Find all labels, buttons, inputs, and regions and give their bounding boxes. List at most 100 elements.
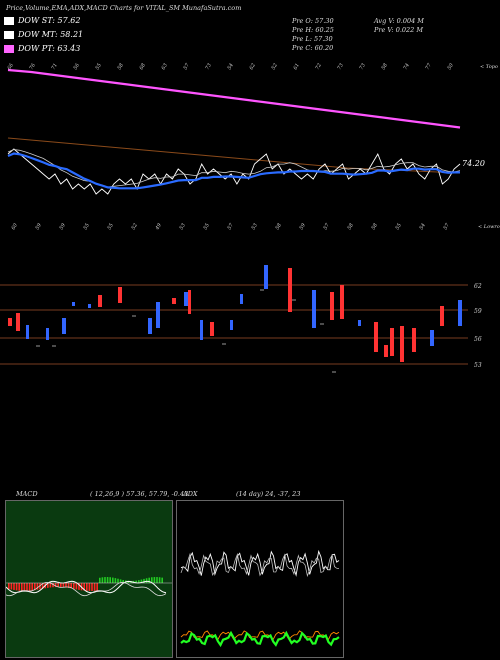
macd-histogram-bar: [109, 577, 111, 583]
top-tick-label: 61: [293, 62, 301, 71]
macd-histogram-bar: [31, 583, 33, 591]
macd-histogram-bar: [93, 583, 96, 591]
macd-histogram-bar: [161, 577, 163, 583]
ema-long-line: [7, 137, 461, 174]
macd-histogram-bar: [36, 583, 39, 590]
bottom-tick-label: 59: [35, 222, 44, 231]
adx-params: (14 day) 24, -37, 23: [236, 490, 301, 498]
macd-histogram-bar: [60, 583, 62, 588]
macd-histogram-bar: [101, 577, 104, 583]
macd-histogram-bar: [49, 583, 52, 588]
volume-bar: [88, 304, 91, 308]
legend-dow-mt: DOW MT: 58.21: [4, 30, 83, 39]
macd-histogram-bar: [18, 583, 20, 591]
top-tick-label: 76: [29, 62, 38, 71]
volume-bar: [400, 326, 404, 362]
legend-dow-pt: DOW PT: 63.43: [4, 44, 80, 53]
minus-di-line: [180, 630, 340, 641]
macd-histogram-bar: [135, 580, 137, 583]
ema-blue-line: [7, 152, 460, 190]
ohlc-close: Pre C: 60.20: [292, 44, 334, 52]
bottom-tick-label: 55: [395, 222, 403, 231]
bottom-tick-label: 58: [371, 222, 379, 231]
bottom-tick-label: 55: [203, 222, 211, 231]
macd-histogram-bar: [21, 583, 23, 591]
macd-histogram-bar: [117, 578, 119, 583]
volume-level-label: 62: [474, 283, 482, 290]
macd-histogram-bar: [106, 577, 109, 583]
volume-bar: [288, 268, 292, 312]
volume-level-label: 59: [474, 308, 482, 315]
bottom-tick-label: 54: [419, 222, 427, 231]
macd-histogram-bar: [153, 577, 156, 583]
volume-bar: [384, 345, 388, 357]
macd-histogram-bar: [13, 583, 15, 590]
volume-bar: [26, 325, 29, 339]
volume-pre: Pre V: 0.022 M: [374, 26, 424, 34]
top-tick-labels: 66 76 71 56 55 58 68 63 57 73 54 62 52 61 72 73 73 58 74 77…: [7, 62, 456, 71]
top-tick-label: 63: [161, 62, 169, 71]
macd-histogram-bar: [57, 583, 59, 588]
bottom-tick-label: 57: [443, 222, 452, 231]
volume-bar: [184, 292, 188, 306]
macd-label: MACD: [16, 490, 38, 498]
top-tick-label: 72: [315, 62, 323, 71]
macd-histogram-bar: [88, 583, 91, 591]
ohlc-low: Pre L: 57.30: [292, 35, 333, 43]
bottom-tick-label: 53: [179, 222, 187, 231]
volume-bar: [374, 322, 378, 352]
plus-di-line: [180, 630, 340, 648]
volume-level-label: 56: [474, 336, 482, 343]
bottom-tick-label: 49: [154, 222, 163, 232]
macd-histogram-bar: [73, 583, 75, 589]
top-tick-label: 68: [139, 62, 147, 71]
top-tick-label: 50: [447, 62, 456, 71]
macd-histogram-bar: [70, 583, 72, 589]
macd-histogram-bar: [156, 577, 158, 583]
volume-bar: [412, 328, 416, 352]
volume-bar: [358, 320, 361, 326]
legend-dow-st: DOW ST: 57.62: [4, 16, 80, 25]
macd-histogram-bar: [47, 583, 49, 588]
volume-bar: [98, 295, 102, 307]
macd-histogram-bar: [158, 577, 161, 583]
top-tick-label: 77: [425, 62, 434, 71]
top-tick-label: 74: [403, 62, 411, 71]
top-tick-label: 52: [271, 62, 279, 71]
top-tick-label: 71: [51, 62, 59, 71]
bottom-tick-label: 55: [107, 222, 115, 231]
legend-label-dow-pt: DOW PT: 63.43: [18, 44, 81, 53]
macd-histogram-bar: [8, 583, 10, 589]
macd-histogram-bar: [10, 583, 13, 590]
adx-line-2: [180, 552, 340, 578]
macd-histogram-bar: [143, 578, 145, 583]
price-volume-chart: 66 76 71 56 55 58 68 63 57 73 54 62 52 61 72 73 73 58 74 77…: [0, 62, 482, 373]
top-tick-label: 62: [249, 62, 257, 71]
volume-bar: [230, 320, 233, 330]
macd-histogram-bar: [112, 577, 114, 583]
bottom-tick-label: 57: [227, 222, 236, 231]
bottom-tick-label: 57: [323, 222, 332, 231]
volume-bar: [172, 298, 176, 304]
top-tick-label: 58: [381, 62, 389, 71]
bottom-tick-label: 59: [59, 222, 68, 231]
top-tick-label: 56: [73, 62, 82, 71]
macd-histogram-bar: [28, 583, 31, 591]
adx-chart: [180, 549, 340, 648]
bottom-tick-label: 59: [299, 222, 308, 231]
macd-panel: [5, 500, 173, 658]
dow-pt-line: [7, 68, 461, 129]
legend-swatch-dow-st: [4, 17, 14, 25]
right-bottom-label: < Lowro: [478, 224, 500, 230]
macd-signal-line: [6, 581, 167, 597]
macd-histogram-bar: [99, 577, 101, 583]
macd-histogram-bar: [140, 579, 143, 583]
volume-bar: [8, 318, 12, 326]
top-tick-label: 54: [227, 62, 235, 71]
volume-bar: [340, 285, 344, 319]
macd-histogram-bar: [104, 577, 106, 583]
macd-histogram-bar: [151, 577, 153, 583]
macd-histogram-bar: [138, 580, 140, 583]
top-tick-label: 73: [359, 62, 367, 71]
volume-bar: [72, 302, 75, 306]
